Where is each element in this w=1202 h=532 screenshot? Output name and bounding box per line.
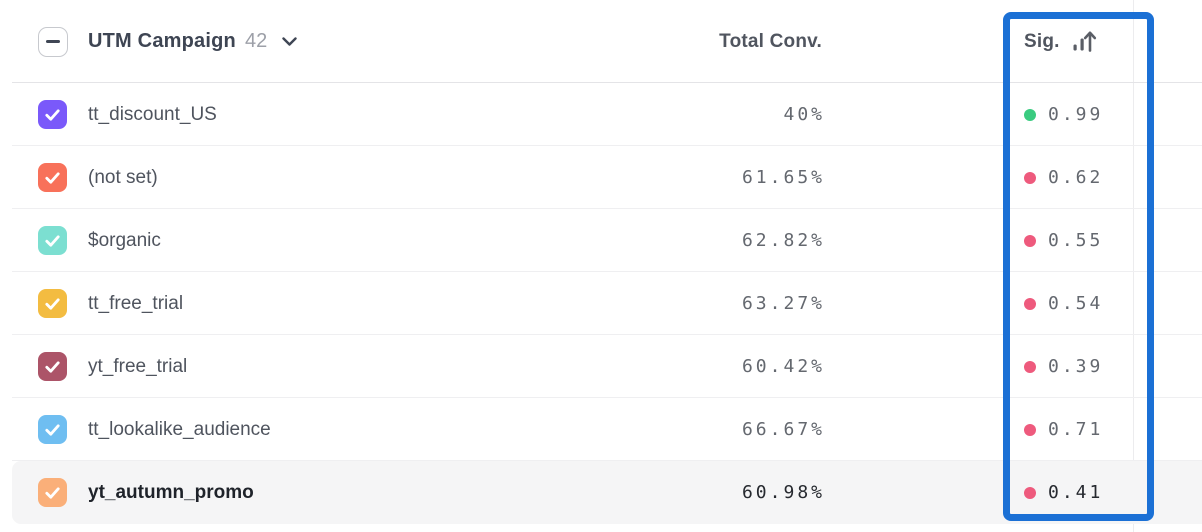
total-conv-value: 60.98% — [741, 482, 825, 503]
column-title: UTM Campaign — [88, 30, 236, 52]
minus-icon — [46, 40, 60, 43]
sort-ascending-icon — [1072, 29, 1097, 54]
checkmark-icon — [45, 486, 60, 499]
row-label: yt_free_trial — [88, 355, 188, 377]
row-checkbox[interactable] — [38, 226, 67, 255]
row-label: tt_lookalike_audience — [88, 418, 271, 440]
row-label: yt_autumn_promo — [88, 481, 254, 503]
table-row: tt_free_trial 63.27% 0.54 — [0, 272, 1202, 335]
sig-value: 0.71 — [1048, 419, 1104, 440]
checkmark-icon — [45, 360, 60, 373]
row-label: (not set) — [88, 166, 158, 188]
sig-value: 0.62 — [1048, 167, 1104, 188]
checkmark-icon — [45, 423, 60, 436]
chevron-down-icon — [282, 36, 297, 47]
column-divider — [1133, 0, 1134, 532]
total-conv-value: 66.67% — [741, 419, 825, 440]
row-label: $organic — [88, 229, 161, 251]
row-checkbox[interactable] — [38, 352, 67, 381]
checkmark-icon — [45, 234, 60, 247]
select-all-checkbox[interactable] — [38, 26, 68, 57]
sig-value: 0.55 — [1048, 230, 1104, 251]
checkmark-icon — [45, 171, 60, 184]
status-dot — [1024, 108, 1036, 121]
row-label: tt_discount_US — [88, 103, 217, 125]
status-dot — [1024, 171, 1036, 184]
sig-value: 0.39 — [1048, 356, 1104, 377]
table-row: $organic 62.82% 0.55 — [0, 209, 1202, 272]
table-row: (not set) 61.65% 0.62 — [0, 146, 1202, 209]
checkmark-icon — [45, 108, 60, 121]
row-label: tt_free_trial — [88, 292, 184, 314]
total-conv-value: 61.65% — [741, 167, 825, 188]
sig-value: 0.99 — [1048, 104, 1104, 125]
column-header-utm-campaign[interactable]: UTM Campaign 42 — [88, 30, 297, 53]
column-header-sig[interactable]: Sig. — [822, 29, 1202, 54]
status-dot — [1024, 423, 1036, 436]
table-row: yt_autumn_promo 60.98% 0.41 — [0, 461, 1202, 524]
table-row: tt_discount_US 40% 0.99 — [0, 83, 1202, 146]
row-checkbox[interactable] — [38, 289, 67, 318]
sig-value: 0.41 — [1048, 482, 1104, 503]
total-conv-value: 60.42% — [741, 356, 825, 377]
total-conv-value: 62.82% — [741, 230, 825, 251]
column-header-total-conv[interactable]: Total Conv. — [719, 30, 822, 52]
total-conv-value: 40% — [783, 104, 825, 125]
status-dot — [1024, 360, 1036, 373]
total-conv-value: 63.27% — [741, 293, 825, 314]
sig-value: 0.54 — [1048, 293, 1104, 314]
table-header-row: UTM Campaign 42 Total Conv. Sig. — [0, 0, 1202, 83]
row-checkbox[interactable] — [38, 478, 67, 507]
row-checkbox[interactable] — [38, 415, 67, 444]
checkmark-icon — [45, 297, 60, 310]
status-dot — [1024, 486, 1036, 499]
row-checkbox[interactable] — [38, 163, 67, 192]
status-dot — [1024, 297, 1036, 310]
header-main-cell: UTM Campaign 42 — [0, 26, 584, 57]
row-count: 42 — [244, 30, 268, 52]
row-checkbox[interactable] — [38, 100, 67, 129]
table-row: tt_lookalike_audience 66.67% 0.71 — [0, 398, 1202, 461]
table-row: yt_free_trial 60.42% 0.39 — [0, 335, 1202, 398]
status-dot — [1024, 234, 1036, 247]
